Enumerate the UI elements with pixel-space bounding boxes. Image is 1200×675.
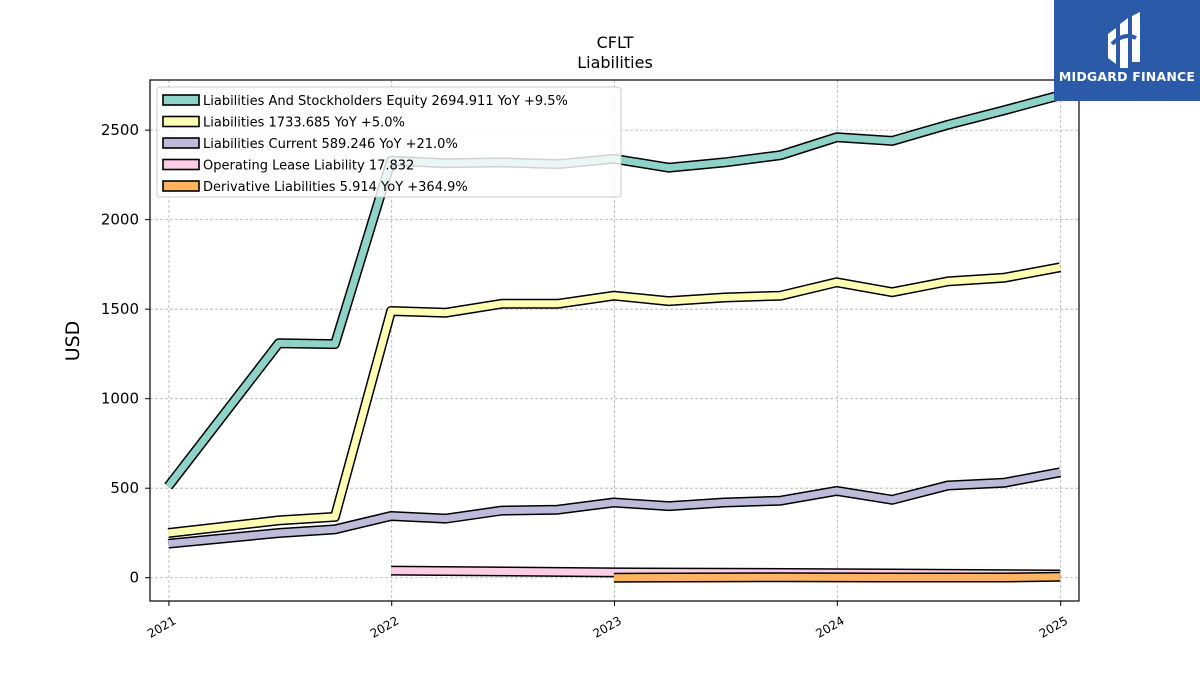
series-line: [167, 263, 1061, 537]
legend-entry: Liabilities And Stockholders Equity 2694…: [203, 94, 568, 109]
x-tick-label: 2021: [145, 613, 178, 640]
legend-entry: Derivative Liabilities 5.914 YoY +364.9%: [203, 180, 468, 195]
legend-swatch: [162, 94, 200, 106]
brand-mark-icon: [1108, 12, 1140, 68]
series-2: [167, 467, 1062, 549]
series-0: [164, 90, 1062, 490]
legend-entry: Liabilities Current 589.246 YoY +21.0%: [203, 137, 458, 152]
y-axis-label: USD: [62, 321, 84, 362]
series-line: [167, 468, 1061, 548]
legend-entry: Operating Lease Liability 17.832: [203, 159, 414, 174]
brand-logo: MIDGARD FINANCE: [1054, 0, 1200, 101]
x-tick-label: 2025: [1037, 613, 1070, 640]
y-tick-label: 2500: [101, 121, 139, 139]
legend-swatch: [162, 137, 200, 149]
y-tick-label: 1500: [101, 300, 139, 318]
legend-box: [156, 86, 622, 198]
series-line: [165, 91, 1062, 489]
x-tick-label: 2024: [813, 613, 846, 640]
x-tick-label: 2022: [368, 613, 401, 640]
series-line: [613, 573, 1061, 582]
series-4: [613, 571, 1061, 583]
brand-name: MIDGARD FINANCE: [1058, 69, 1196, 84]
y-tick-label: 1000: [101, 390, 139, 408]
y-tick-label: 0: [129, 569, 139, 587]
chart-title: CFLT: [597, 33, 634, 52]
legend-swatch: [162, 115, 200, 128]
legend-entry: Liabilities 1733.685 YoY +5.0%: [203, 116, 405, 131]
x-tick-label: 2023: [591, 613, 624, 640]
y-tick-label: 2000: [101, 211, 139, 229]
series-1: [167, 262, 1062, 538]
chart-subtitle: Liabilities: [577, 53, 653, 72]
series-layer: [164, 90, 1062, 583]
legend-swatch: [162, 180, 200, 192]
y-tick-label: 500: [110, 479, 139, 497]
legend-swatch: [162, 158, 200, 171]
legend: Liabilities And Stockholders Equity 2694…: [156, 86, 622, 198]
